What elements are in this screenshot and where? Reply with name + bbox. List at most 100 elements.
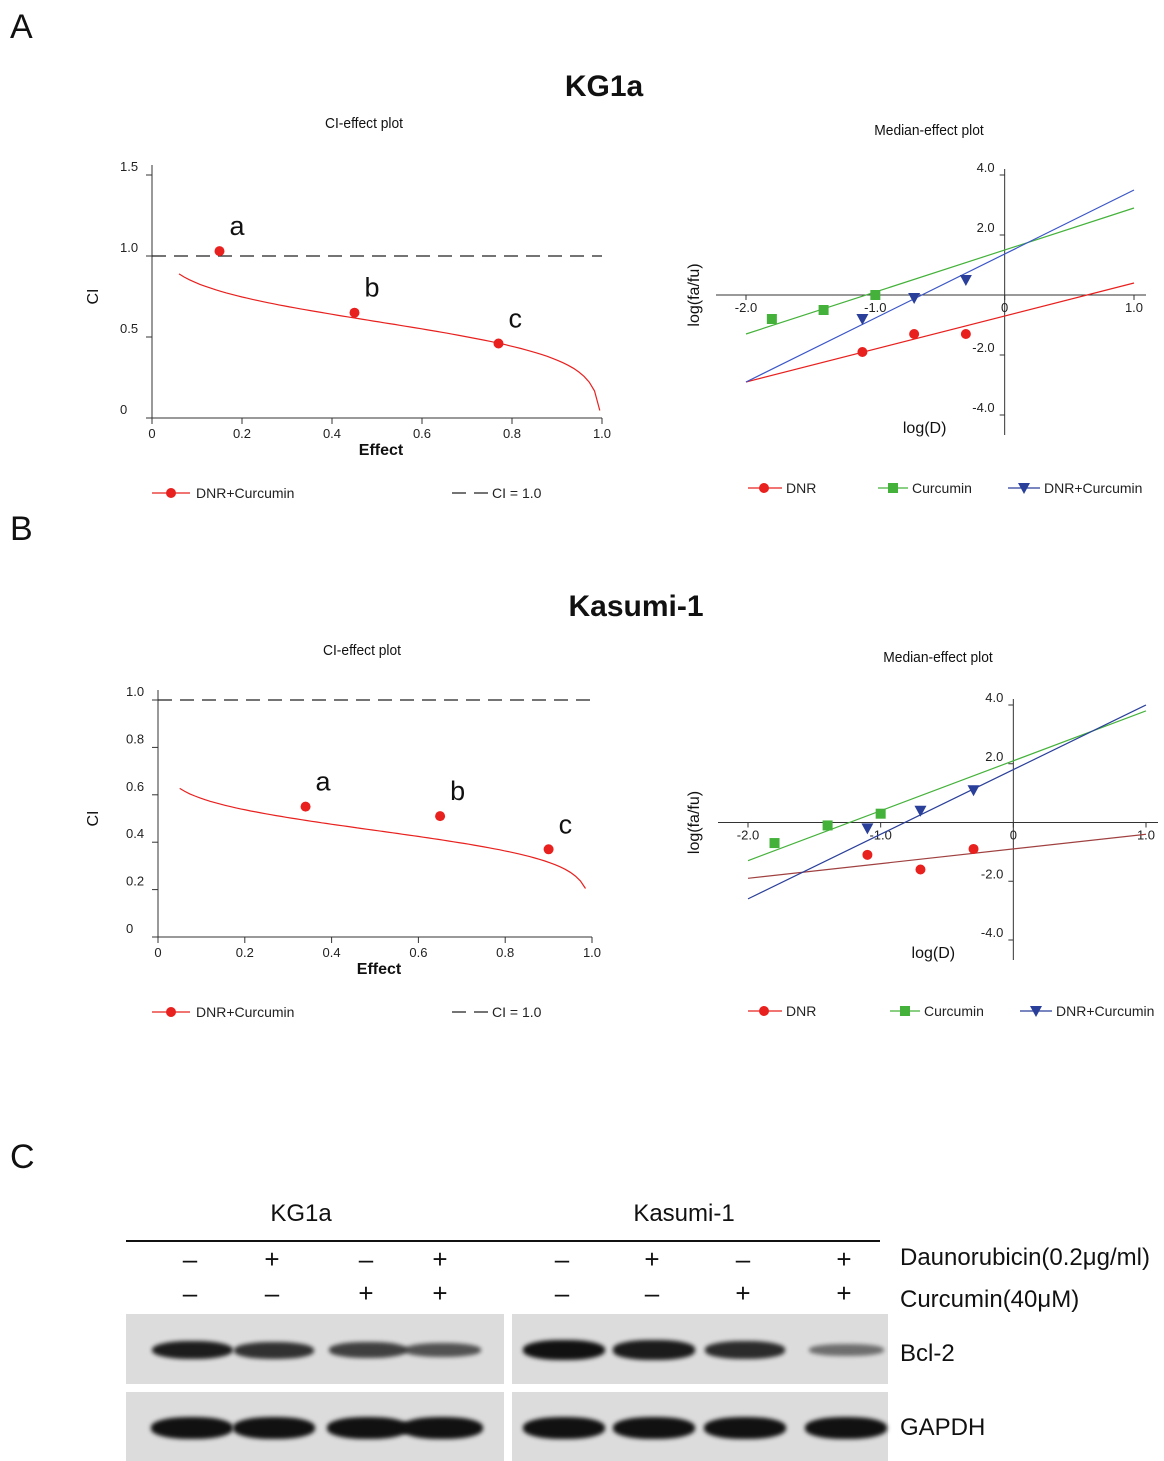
bcl2-band	[403, 1343, 481, 1357]
x-tick-label: -1.0	[864, 300, 886, 315]
y-tick-label: 1.0	[120, 240, 138, 255]
treatment-label-curcumin: Curcumin(40μM)	[900, 1286, 1080, 1313]
legend-label-combo: DNR+Curcumin	[196, 485, 294, 501]
daunorubicin-sign: –	[554, 1244, 570, 1274]
bcl2-band	[151, 1340, 233, 1360]
bcl2-band	[705, 1341, 785, 1359]
legend-label-curcumin: Curcumin	[924, 1003, 984, 1019]
dnr-point	[960, 329, 971, 339]
legend-marker-combo	[1018, 483, 1030, 494]
data-point-b	[435, 811, 446, 822]
y-tick-label: 0	[126, 921, 133, 936]
median-effect-plot-kasumi: -2.0 -1.0 0 1.0 4.0 2.0 -2.0 -4.0 log(D) log(fa/f…	[686, 690, 1158, 1019]
panel-letter-a: A	[10, 8, 33, 46]
ci-effect-plot-kg1a: 0 0.2 0.4 0.6 0.8 1.0 0 0.5 1.0 1.5 Effect CI a b c DNR…	[85, 159, 611, 501]
x-tick-label: -1.0	[869, 828, 891, 843]
legend-marker-dnr	[759, 483, 769, 493]
gapdh-band	[233, 1417, 315, 1439]
combo-fit-line	[745, 189, 1135, 383]
x-tick-label: 0	[148, 426, 155, 441]
ci-effect-plot-kasumi: 0 0.2 0.4 0.6 0.8 1.0 0 0.2 0.4 0.6 0.8 1.0 Effect CI…	[85, 684, 601, 1020]
x-tick-label: 1.0	[1125, 300, 1143, 315]
point-label-b: b	[450, 776, 465, 806]
blot-header-rule	[126, 1240, 880, 1242]
gapdh-band	[327, 1417, 409, 1439]
legend-label-ci: CI = 1.0	[492, 1004, 542, 1020]
ci-fit-curve	[179, 787, 586, 889]
x-tick-label: 0	[1001, 300, 1008, 315]
daunorubicin-sign: +	[644, 1244, 660, 1274]
y-axis-label: log(fa/fu)	[686, 263, 703, 326]
point-label-c: c	[509, 303, 523, 333]
y-tick-label: 0.2	[126, 874, 144, 889]
curcumin-sign: –	[264, 1278, 280, 1308]
ci-plot-title-b: CI-effect plot	[323, 642, 401, 659]
y-tick-label: 4.0	[985, 690, 1003, 705]
x-tick-label: -2.0	[735, 300, 757, 315]
x-tick-label: 1.0	[583, 945, 601, 960]
legend-marker-combo	[166, 1007, 176, 1017]
treatment-label-daunorubicin: Daunorubicin(0.2μg/ml)	[900, 1244, 1150, 1271]
x-tick-label: 1.0	[1137, 828, 1155, 843]
combo-fit-line	[747, 704, 1147, 900]
panel-letter-c: C	[10, 1138, 35, 1176]
gapdh-band	[613, 1417, 695, 1439]
panel-letter-b: B	[10, 510, 33, 548]
combo-point	[856, 314, 869, 325]
curcumin-point	[875, 808, 886, 819]
bcl2-band	[523, 1340, 605, 1360]
curcumin-sign: +	[735, 1278, 751, 1308]
x-tick-label: 0	[154, 945, 161, 960]
y-tick-label: -2.0	[981, 866, 1003, 881]
legend-marker-dnr	[759, 1006, 769, 1016]
data-point-c	[493, 338, 504, 349]
legend-label-combo: DNR+Curcumin	[1044, 480, 1142, 496]
point-label-a: a	[230, 211, 246, 241]
legend-label-dnr: DNR	[786, 1003, 816, 1019]
x-tick-label: 0.8	[496, 945, 514, 960]
legend-marker-curcumin	[900, 1006, 910, 1016]
data-point-c	[543, 844, 554, 855]
data-point-a	[214, 246, 225, 257]
dnr-point	[915, 864, 926, 875]
bcl2-band	[328, 1342, 408, 1358]
gapdh-band	[401, 1417, 483, 1439]
cell-line-title-kasumi: Kasumi-1	[568, 590, 704, 623]
y-tick-label: 1.5	[120, 159, 138, 174]
legend-label-combo: DNR+Curcumin	[1056, 1003, 1154, 1019]
ci-plot-title-a: CI-effect plot	[325, 115, 403, 132]
band-label-gapdh: GAPDH	[900, 1414, 986, 1441]
curcumin-point	[870, 290, 881, 300]
dnr-point	[862, 849, 873, 860]
legend-label-curcumin: Curcumin	[912, 480, 972, 496]
x-tick-label: 0.8	[503, 426, 521, 441]
curcumin-sign: +	[432, 1278, 448, 1308]
gapdh-band	[704, 1417, 786, 1439]
legend-marker-curcumin	[888, 483, 898, 493]
daunorubicin-sign: +	[432, 1244, 448, 1274]
x-tick-label: 0	[1010, 828, 1017, 843]
dnr-point	[968, 843, 979, 854]
legend-marker-combo	[1030, 1006, 1042, 1017]
data-point-b	[349, 307, 360, 318]
legend-marker-combo	[166, 488, 176, 498]
combo-point	[967, 785, 980, 797]
blot-group-kg1a: KG1a	[270, 1200, 332, 1227]
legend-label-combo: DNR+Curcumin	[196, 1004, 294, 1020]
combo-point	[908, 293, 921, 304]
y-tick-label: 1.0	[126, 684, 144, 699]
legend-label-dnr: DNR	[786, 480, 816, 496]
blot-group-kasumi: Kasumi-1	[633, 1200, 735, 1227]
y-tick-label: 0.6	[126, 779, 144, 794]
y-axis-label: CI	[85, 289, 102, 305]
gapdh-band	[151, 1417, 233, 1439]
y-tick-label: -4.0	[981, 925, 1003, 940]
legend-label-ci: CI = 1.0	[492, 485, 542, 501]
median-plot-title-a: Median-effect plot	[874, 122, 984, 139]
dnr-point	[857, 347, 868, 357]
curcumin-sign: +	[358, 1278, 374, 1308]
curcumin-point	[769, 838, 780, 849]
x-tick-label: 0.4	[323, 945, 341, 960]
bcl2-band	[613, 1340, 695, 1360]
y-tick-label: 0.8	[126, 731, 144, 746]
